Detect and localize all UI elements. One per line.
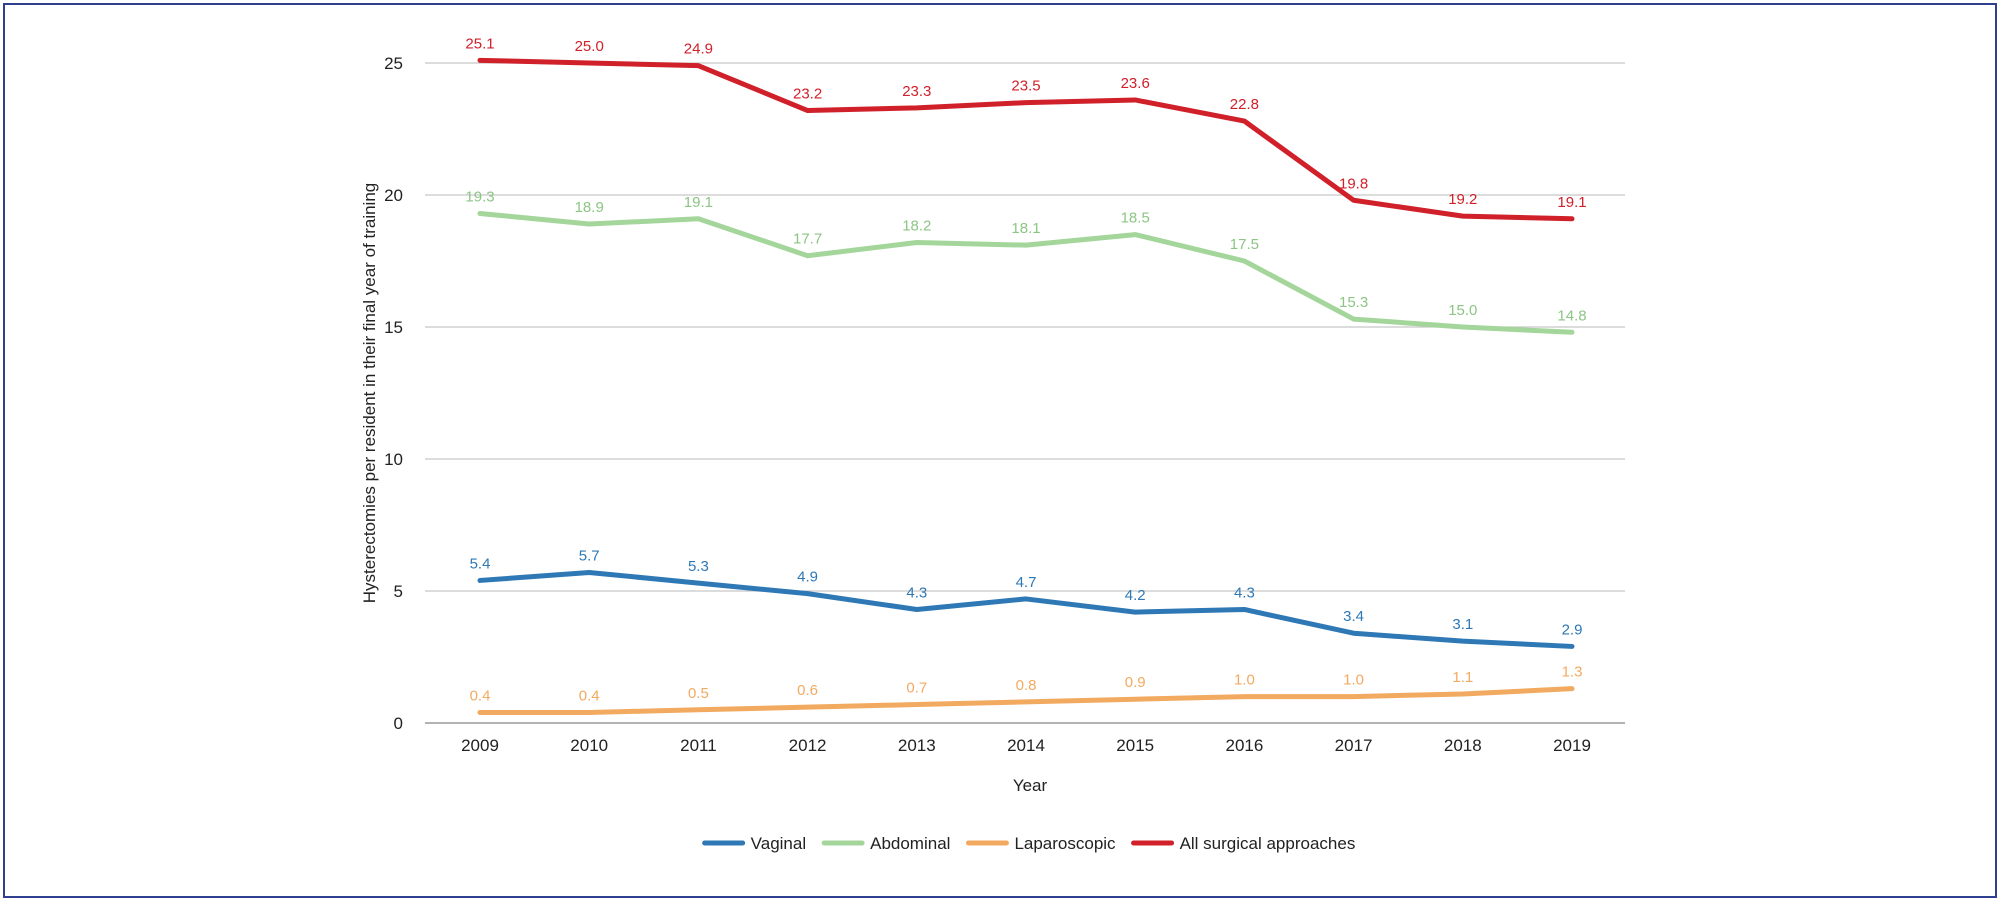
data-label: 0.4	[579, 687, 600, 704]
series-line-vaginal	[477, 570, 1575, 649]
legend-label: All surgical approaches	[1180, 834, 1356, 853]
x-tick-label: 2015	[1116, 736, 1154, 755]
data-label: 4.2	[1125, 587, 1146, 604]
y-tick-label: 15	[384, 318, 403, 337]
data-label: 24.9	[684, 41, 713, 58]
x-tick-label: 2014	[1007, 736, 1045, 755]
data-labels: 5.4 5.7 5.3 4.9 4.3 4.7 4.2 4.3 3.4 3.1 2.9 19.3 18.…	[465, 35, 1586, 704]
data-label: 18.1	[1011, 220, 1040, 237]
y-tick-label: 25	[384, 54, 403, 73]
data-label: 14.8	[1557, 307, 1586, 324]
data-label: 19.8	[1339, 175, 1368, 192]
data-label: 25.1	[465, 35, 494, 52]
data-label: 25.0	[575, 38, 604, 55]
y-tick-label: 5	[394, 582, 403, 601]
data-label: 1.0	[1234, 672, 1255, 689]
data-label: 1.1	[1452, 669, 1473, 686]
data-label: 0.5	[688, 685, 709, 702]
data-label: 18.5	[1121, 210, 1150, 227]
legend-label: Vaginal	[751, 834, 806, 853]
x-tick-label: 2017	[1335, 736, 1373, 755]
x-tick-label: 2009	[461, 736, 499, 755]
data-label: 19.2	[1448, 191, 1477, 208]
data-label: 4.9	[797, 569, 818, 586]
data-label: 4.3	[906, 584, 927, 601]
x-tick-label: 2011	[680, 736, 717, 755]
data-label: 17.7	[793, 231, 822, 248]
data-label: 22.8	[1230, 96, 1259, 113]
y-axis-ticks: 0 5 10 15 20 25	[384, 54, 403, 733]
data-label: 0.4	[470, 687, 491, 704]
data-label: 15.3	[1339, 294, 1368, 311]
x-axis-title: Year	[1013, 776, 1048, 795]
data-label: 19.1	[684, 194, 713, 211]
series-line-all-surgical-approaches	[477, 57, 1575, 222]
data-label: 23.5	[1011, 78, 1040, 95]
data-label: 0.9	[1125, 674, 1146, 691]
data-label: 19.3	[465, 188, 494, 205]
chart-frame: 0 5 10 15 20 25 2009 2010 2011 2012 2013 2014 2015 2…	[3, 3, 1997, 898]
series-line-laparoscopic	[477, 686, 1575, 715]
legend: Vaginal Abdominal Laparoscopic All surgical…	[702, 834, 1356, 853]
data-label: 3.4	[1343, 608, 1364, 625]
x-tick-label: 2018	[1444, 736, 1482, 755]
data-label: 23.6	[1121, 75, 1150, 92]
x-axis-ticks: 2009 2010 2011 2012 2013 2014 2015 2016 2017 2018…	[461, 736, 1591, 755]
data-label: 18.2	[902, 218, 931, 235]
x-tick-label: 2016	[1225, 736, 1263, 755]
data-label: 23.3	[902, 83, 931, 100]
x-tick-label: 2012	[789, 736, 827, 755]
data-label: 23.2	[793, 86, 822, 103]
y-tick-label: 0	[394, 714, 403, 733]
data-label: 5.3	[688, 558, 709, 575]
legend-label: Laparoscopic	[1014, 834, 1116, 853]
data-label: 4.7	[1016, 574, 1037, 591]
data-label: 3.1	[1452, 616, 1473, 633]
gridlines	[425, 62, 1625, 724]
data-label: 15.0	[1448, 302, 1477, 319]
data-label: 1.3	[1562, 664, 1583, 681]
data-label: 5.7	[579, 548, 600, 565]
data-label: 0.6	[797, 682, 818, 699]
x-tick-label: 2019	[1553, 736, 1591, 755]
y-axis-title: Hysterectomies per resident in their fin…	[360, 183, 379, 603]
data-label: 5.4	[470, 555, 491, 572]
x-tick-label: 2013	[898, 736, 936, 755]
y-tick-label: 20	[384, 186, 403, 205]
data-label: 4.3	[1234, 584, 1255, 601]
legend-label: Abdominal	[870, 834, 950, 853]
data-label: 18.9	[575, 199, 604, 216]
series-line-abdominal	[477, 210, 1575, 335]
data-label: 2.9	[1562, 621, 1583, 638]
x-tick-label: 2010	[570, 736, 608, 755]
y-tick-label: 10	[384, 450, 403, 469]
data-label: 19.1	[1557, 194, 1586, 211]
data-label: 0.8	[1016, 677, 1037, 694]
data-label: 0.7	[906, 680, 927, 697]
data-label: 17.5	[1230, 236, 1259, 253]
data-label: 1.0	[1343, 672, 1364, 689]
series-lines	[477, 57, 1575, 715]
